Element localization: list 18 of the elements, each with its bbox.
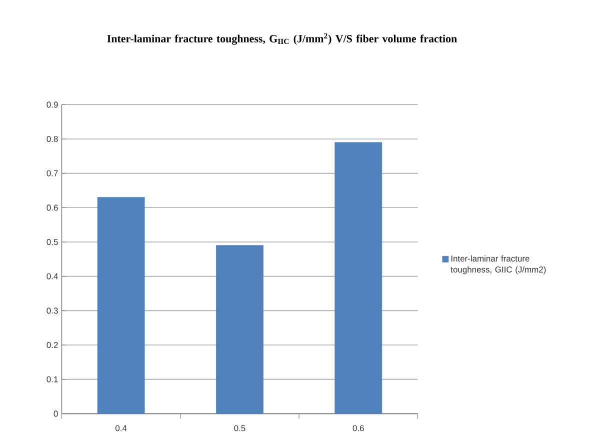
x-tick-label: 0.6 bbox=[352, 425, 364, 432]
bar bbox=[216, 245, 264, 414]
y-tick-label: 0.2 bbox=[46, 342, 58, 348]
y-tick-label: 0.8 bbox=[46, 136, 58, 142]
y-tick-label: 0.7 bbox=[46, 170, 58, 177]
chart-title: Inter-laminar fracture toughness, G$_{IIC}$ (J/mm$^{2}$) V/S fiber volume fraction bbox=[107, 34, 457, 45]
y-tick-label: 0.9 bbox=[46, 102, 58, 108]
y-tick-label: 0.6 bbox=[46, 204, 58, 211]
y-tick-label: 0 bbox=[54, 410, 58, 417]
y-tick-label: 0.3 bbox=[46, 308, 58, 314]
y-tick-label: 0.1 bbox=[46, 376, 58, 383]
y-tick-label: 0.4 bbox=[46, 274, 58, 280]
x-tick-label: 0.4 bbox=[115, 425, 127, 432]
y-tick-label: 0.5 bbox=[46, 239, 58, 246]
legend-label: Inter-laminar fracture toughness, GIIC (J/mm2) bbox=[450, 256, 546, 274]
bar bbox=[334, 142, 382, 414]
bar bbox=[97, 197, 145, 414]
x-tick-label: 0.5 bbox=[234, 425, 246, 432]
